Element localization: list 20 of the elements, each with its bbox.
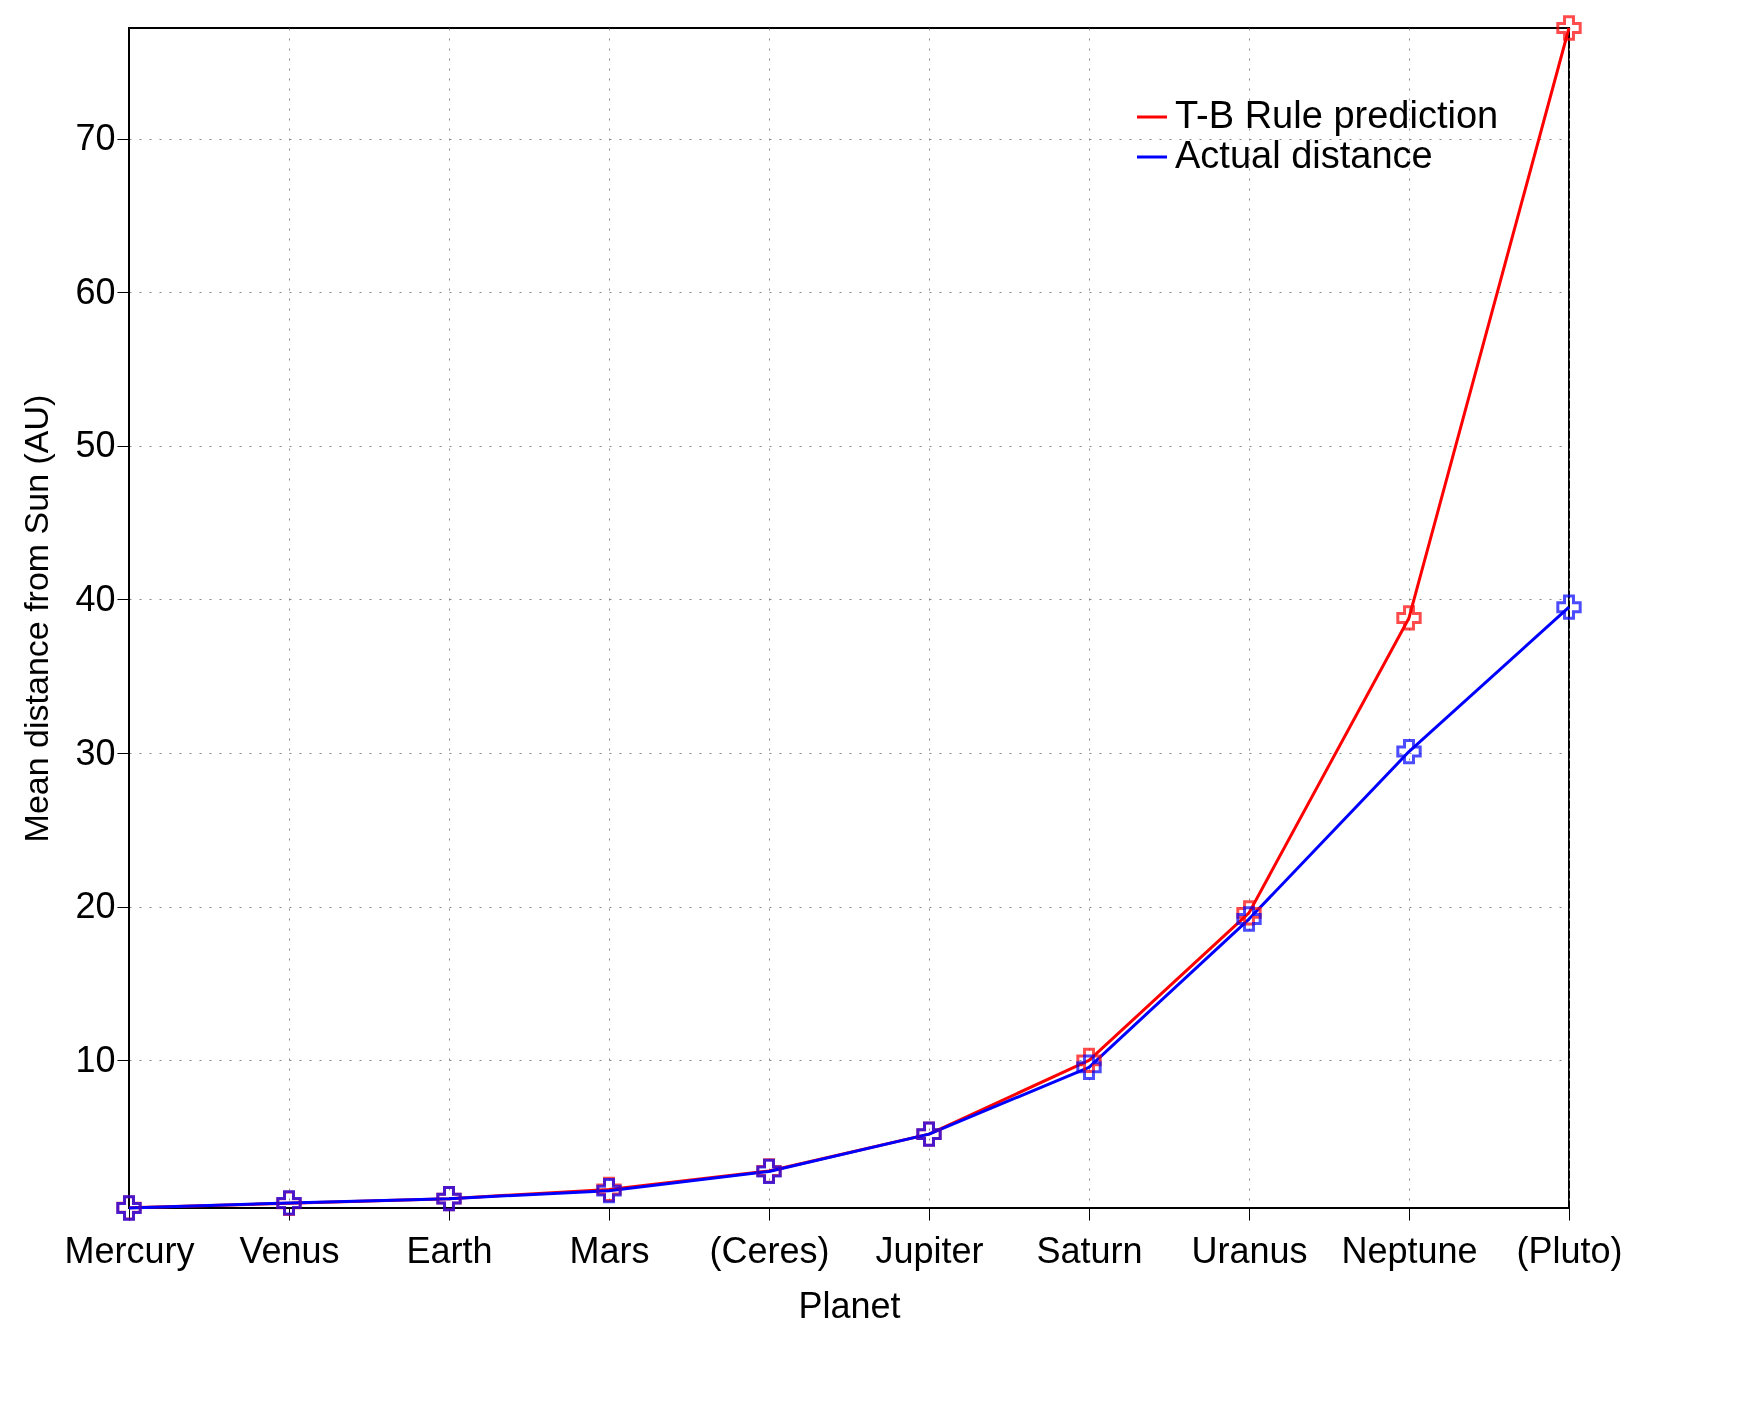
y-tick-label: 70 (75, 117, 116, 159)
x-tick-label: (Ceres) (709, 1229, 830, 1271)
x-tick-label: Earth (406, 1229, 493, 1271)
y-axis-title: Mean distance from Sun (AU) (17, 394, 56, 843)
x-tick-label: Saturn (1036, 1229, 1143, 1271)
y-tick-label: 60 (75, 270, 116, 312)
x-tick-label: Mars (569, 1229, 650, 1271)
x-tick-label: Uranus (1191, 1229, 1308, 1271)
x-tick-label: Jupiter (875, 1229, 984, 1271)
legend-label: T-B Rule prediction (1175, 94, 1499, 136)
y-tick-label: 40 (75, 577, 116, 619)
x-tick-label: Venus (239, 1229, 340, 1271)
x-tick-label: Mercury (64, 1229, 195, 1271)
y-tick-label: 30 (75, 731, 116, 773)
y-tick-label: 20 (75, 885, 116, 927)
x-tick-label: Neptune (1341, 1229, 1478, 1271)
y-tick-label: 50 (75, 424, 116, 466)
y-tick-label: 10 (75, 1038, 116, 1080)
x-tick-label: (Pluto) (1516, 1229, 1623, 1271)
x-axis-title: Planet (798, 1284, 901, 1326)
